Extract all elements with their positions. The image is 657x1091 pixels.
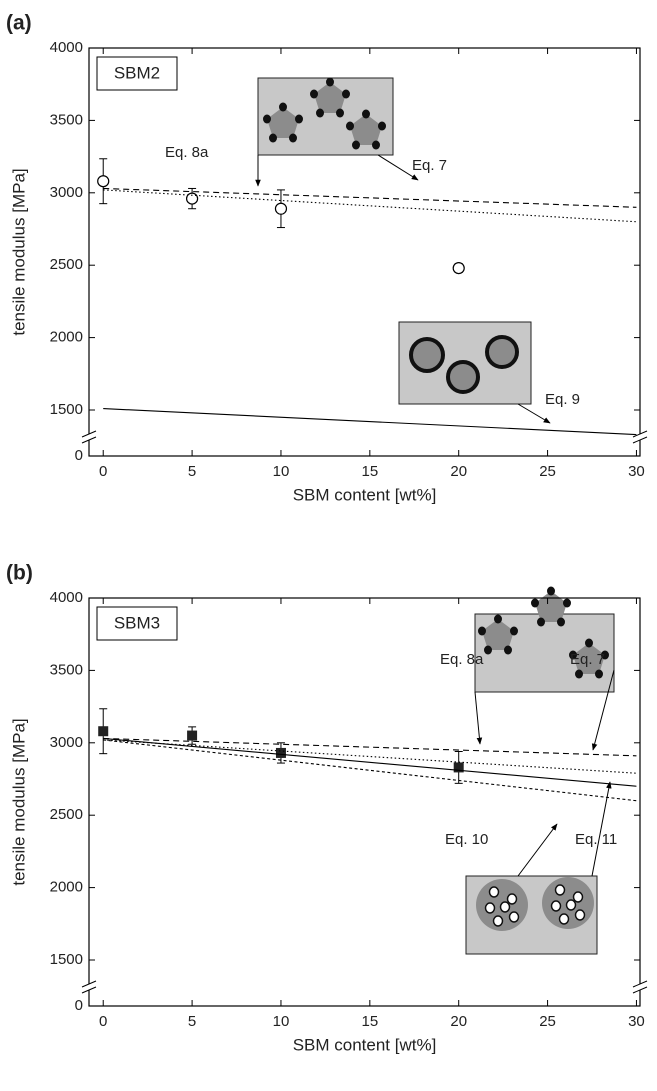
- x-tick-label: 20: [450, 1013, 467, 1030]
- axis-break-mark: [81, 436, 97, 444]
- data-point: [453, 762, 464, 773]
- axis-break-mark: [632, 436, 648, 444]
- data-point: [187, 730, 198, 741]
- y-tick-label: 0: [75, 997, 83, 1014]
- y-tick-label: 4000: [50, 589, 83, 606]
- sample-label: SBM2: [114, 63, 160, 82]
- sample-label-box: [96, 56, 178, 91]
- model-line: [103, 187, 637, 208]
- axis-break-gap: [634, 434, 646, 440]
- x-tick-label: 30: [628, 1013, 645, 1030]
- line-label: Eq. 7: [570, 651, 605, 668]
- inset-pentagons: [257, 77, 394, 156]
- y-tick-label: 3000: [50, 184, 83, 201]
- line-label: Eq. 10: [445, 831, 488, 848]
- y-tick-label: 1500: [50, 401, 83, 418]
- y-tick-label: 4000: [50, 39, 83, 56]
- panel-a: 0 1500 2000 2500 3000 3500 4000 0 5 10 15 20 25 30 SBM…: [6, 12, 648, 504]
- panel-b: 0 1500 2000 2500 3000 3500 4000 0 5 10 15 20 25 30 SBM…: [6, 562, 648, 1054]
- axis-break-gap: [83, 984, 95, 990]
- data-point: [98, 726, 109, 737]
- x-tick-label: 10: [273, 1013, 290, 1030]
- panel-label: (a): [6, 12, 32, 35]
- x-axis-title: SBM content [wt%]: [293, 1035, 437, 1054]
- x-tick-label: 25: [539, 463, 556, 480]
- data-point: [275, 747, 286, 758]
- y-tick-label: 3000: [50, 734, 83, 751]
- x-tick-label: 20: [450, 463, 467, 480]
- axis-break-gap: [634, 984, 646, 990]
- plot-frame: [88, 47, 641, 457]
- inset-holes: [465, 875, 598, 955]
- model-line: [103, 737, 637, 787]
- y-tick-label: 2500: [50, 256, 83, 273]
- x-tick-label: 25: [539, 1013, 556, 1030]
- y-axis-title: tensile modulus [MPa]: [9, 168, 28, 335]
- axis-break-mark: [81, 980, 97, 988]
- axis-break-mark: [632, 430, 648, 438]
- x-tick-label: 10: [273, 463, 290, 480]
- y-tick-label: 2000: [50, 329, 83, 346]
- data-point: [452, 261, 465, 275]
- x-tick-label: 15: [361, 1013, 378, 1030]
- model-line: [103, 737, 637, 757]
- data-point: [97, 175, 110, 188]
- y-tick-label: 3500: [50, 661, 83, 678]
- sample-label: SBM3: [114, 613, 160, 632]
- x-tick-label: 5: [188, 463, 196, 480]
- y-tick-label: 3500: [50, 111, 83, 128]
- inset-particles: [398, 321, 532, 405]
- data-point: [185, 192, 199, 205]
- y-axis-title: tensile modulus [MPa]: [9, 718, 28, 885]
- y-tick-label: 2500: [50, 806, 83, 823]
- line-label: Eq. 8a: [440, 651, 484, 668]
- axis-break-mark: [81, 430, 97, 438]
- inset-pentagons: [474, 586, 615, 693]
- panel-label: (b): [6, 562, 33, 585]
- sample-label-box: [96, 606, 178, 641]
- axis-break-mark: [81, 986, 97, 994]
- y-tick-label: 2000: [50, 879, 83, 896]
- model-line: [103, 739, 637, 802]
- x-tick-label: 0: [99, 463, 107, 480]
- axis-break-gap: [83, 434, 95, 440]
- line-label: Eq. 9: [545, 391, 580, 408]
- plot-frame: [88, 597, 641, 1007]
- x-tick-label: 5: [188, 1013, 196, 1030]
- axis-break-mark: [632, 980, 648, 988]
- arrows: [255, 154, 551, 424]
- line-label: Eq. 7: [412, 157, 447, 174]
- model-line: [103, 408, 637, 436]
- data-point: [274, 202, 288, 215]
- model-line: [103, 739, 637, 774]
- model-line: [103, 189, 637, 223]
- line-label: Eq. 8a: [165, 144, 209, 161]
- line-label: Eq. 11: [575, 831, 617, 848]
- axis-break-mark: [632, 986, 648, 994]
- x-axis-title: SBM content [wt%]: [293, 485, 437, 504]
- x-tick-label: 0: [99, 1013, 107, 1030]
- y-tick-label: 1500: [50, 951, 83, 968]
- x-tick-label: 15: [361, 463, 378, 480]
- y-tick-label: 0: [75, 447, 83, 464]
- x-tick-label: 30: [628, 463, 645, 480]
